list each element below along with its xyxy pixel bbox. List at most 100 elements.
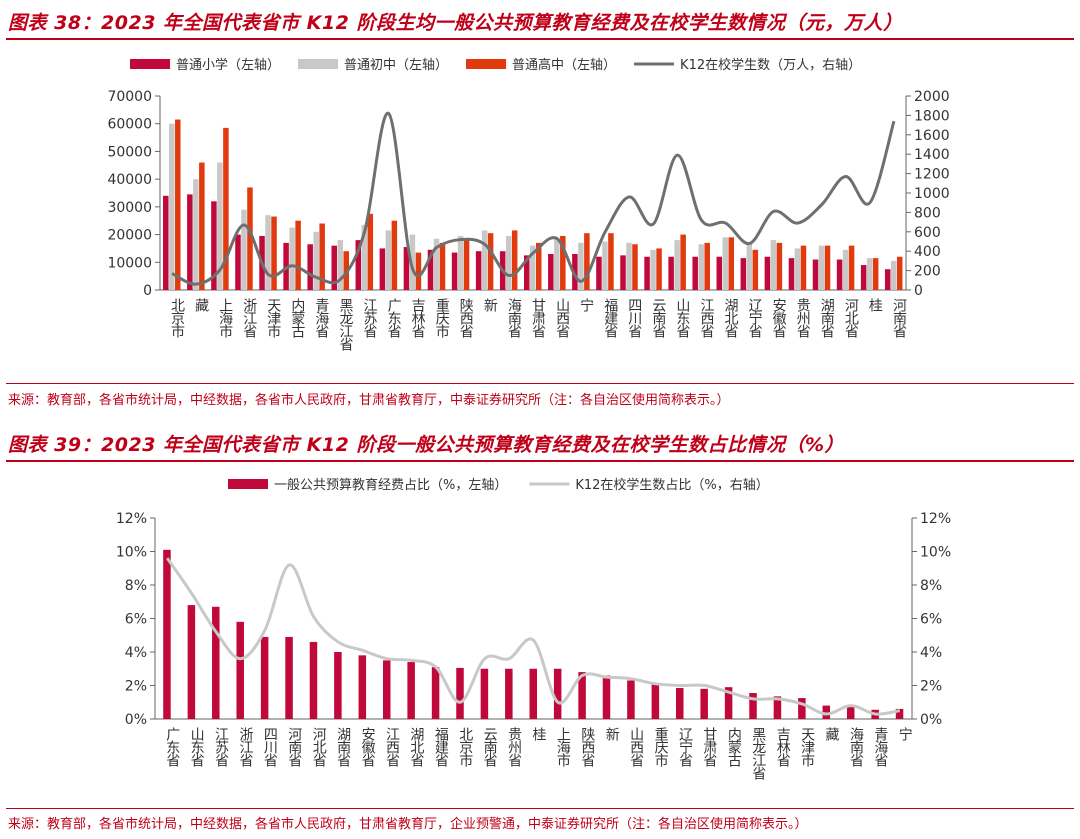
chart-39: 一般公共预算教育经费占比（%，左轴） K12在校学生数占比（%，右轴） 0% 2% 4%… [116,477,951,780]
bar [752,249,759,290]
category-label: 陕西省 [458,298,474,338]
category-label: 天津市 [799,727,815,767]
bar [307,244,313,290]
bar [602,241,608,290]
bar [560,235,566,290]
bar [480,668,489,719]
legend-label: 普通高中（左轴） [512,57,616,73]
bar [285,636,293,719]
bar [680,234,686,290]
legend-label: 普通小学（左轴） [176,57,280,73]
bar [241,209,247,290]
bar [187,605,196,719]
category-label: 山东省 [674,298,690,338]
right-tick-label: 10% [920,545,951,561]
bar [728,237,735,290]
title-rule [6,460,1074,462]
bar [439,242,446,290]
bar [271,216,277,290]
figure-39-title: 图表 39：2023 年全国代表省市 K12 阶段一般公共预算教育经费及在校学生… [8,434,844,456]
bar [890,260,897,290]
bar [860,265,867,290]
category-label: 广东省 [386,298,402,338]
bar [842,249,849,290]
bar [692,256,698,290]
bar [199,162,205,290]
bar [295,220,301,290]
bar [505,668,513,719]
right-tick-label: 800 [914,205,941,221]
category-label: 福建省 [602,298,618,338]
bar [247,187,253,290]
left-tick-label: 4% [125,645,147,661]
bar [818,245,825,290]
bar [193,179,199,290]
category-label: 陕西省 [579,727,595,767]
bar [602,675,611,719]
bar [163,195,169,290]
left-tick-label: 60000 [107,117,152,133]
bar [334,652,342,719]
bar [722,237,729,290]
title-rule [6,38,1074,40]
bar [812,259,819,290]
bar [358,655,367,719]
bar [391,220,398,290]
bar [800,245,807,290]
bar [487,233,494,290]
right-tick-label: 1000 [914,186,950,202]
bar [265,215,271,290]
series-line [165,557,901,716]
right-tick-label: 1200 [914,167,950,183]
bar [668,256,674,290]
chart-38: 普通小学（左轴） 普通初中（左轴） 普通高中（左轴） K12在校学生数（万人，右轴） 0… [107,57,950,351]
category-label: 青海省 [872,727,888,767]
bar [289,227,295,290]
bar [884,269,891,290]
bar [650,249,656,290]
category-label: 重庆市 [434,298,450,338]
category-label: 藏 [193,298,209,312]
bar [554,238,560,290]
bar [596,256,602,290]
bar [529,668,537,719]
category-label: 河南省 [891,298,907,338]
left-tick-label: 20000 [107,228,152,244]
bar [749,693,757,719]
category-label: 云南省 [650,298,666,338]
category-label: 甘肃省 [530,298,546,338]
bar [724,687,733,719]
category-label: 江苏省 [362,298,378,338]
legend-swatch [298,59,339,69]
bar [163,549,171,719]
bar [530,245,536,290]
bar [773,696,782,719]
bar [644,256,650,290]
category-label: 天津市 [265,298,281,338]
bar [651,682,660,719]
category-label: 广东省 [164,727,180,767]
right-tick-label: 4% [920,645,942,661]
bar [608,233,614,290]
category-label: 安徽省 [771,298,787,338]
bar [475,251,482,290]
category-label: 辽宁省 [677,727,693,767]
bar [382,660,391,719]
bar [331,245,337,290]
category-label: 吉林省 [410,298,426,338]
series-line [171,111,896,286]
legend-label: K12在校学生数（万人，右轴） [680,57,861,73]
bar [632,244,638,290]
bar [415,252,422,290]
left-tick-label: 6% [125,612,147,628]
bar [764,256,771,290]
bar [895,708,904,719]
bar [578,242,584,290]
bar [212,606,220,719]
category-label: 河北省 [311,727,327,767]
bar [456,667,464,719]
left-tick-label: 8% [125,578,147,594]
bar [309,641,318,719]
bar [367,213,374,290]
source-rule [6,383,1074,384]
